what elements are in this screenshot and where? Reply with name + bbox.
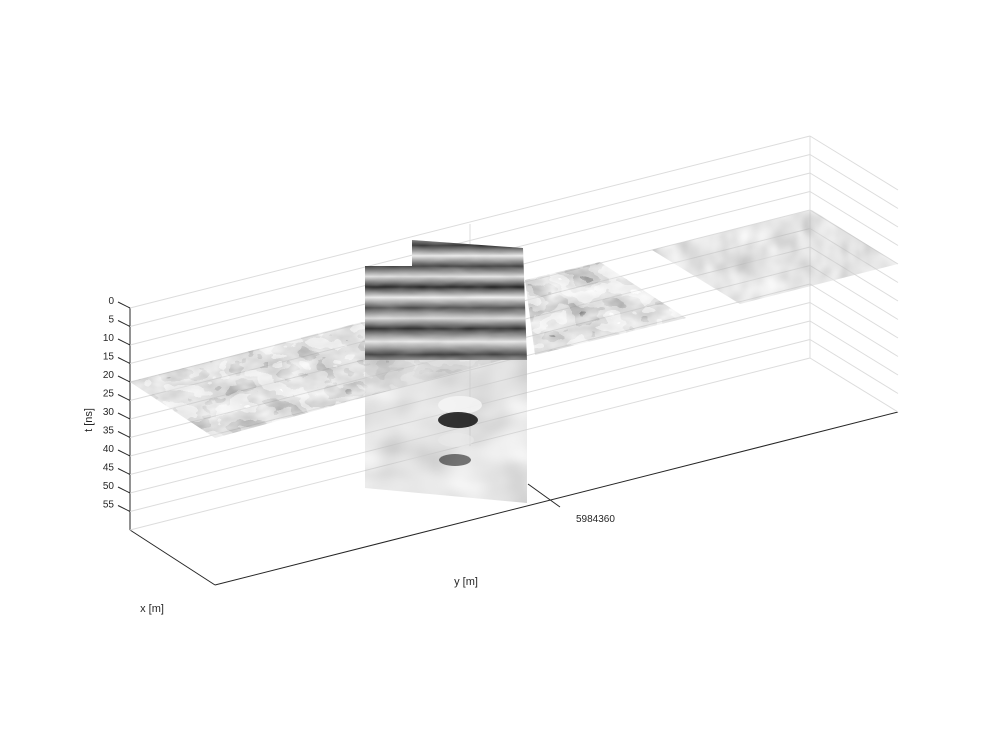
t-axis-ticks: 0 5 10 15 20 25 30 35 40 45 50 55 [103, 296, 131, 512]
z-tick-mark [117, 486, 131, 494]
z-tick-label: 0 [108, 296, 114, 307]
y-tick-mark [527, 483, 561, 508]
y-axis-ticks: 5984360 [527, 483, 615, 525]
z-tick-mark [117, 338, 131, 346]
z-tick-label: 50 [103, 481, 115, 492]
z-tick-mark [117, 431, 131, 438]
z-tick-mark [117, 320, 131, 327]
z-tick-label: 35 [103, 426, 115, 437]
y-axis-line [214, 411, 899, 586]
grid-line-back [129, 135, 811, 309]
y-tick-label: 5984360 [576, 514, 615, 525]
grid-line-side [809, 135, 899, 191]
grid-line-side [809, 339, 899, 394]
z-tick-label: 15 [103, 352, 115, 363]
t-axis-label: t [ns] [83, 408, 95, 432]
z-tick-mark [117, 301, 131, 309]
z-tick-label: 55 [103, 500, 115, 511]
z-tick-label: 20 [103, 370, 115, 381]
z-tick-label: 5 [108, 315, 114, 326]
grid-line-side [809, 283, 899, 339]
radargram-section-upper [365, 240, 527, 360]
time-slice-right [652, 210, 898, 304]
grid-line-side [809, 320, 899, 376]
z-tick-mark [117, 394, 131, 401]
z-tick-label: 25 [103, 389, 115, 400]
z-tick-mark [117, 468, 131, 475]
x-axis-label: x [m] [140, 603, 164, 615]
z-tick-mark [117, 412, 131, 420]
z-tick-label: 10 [103, 333, 115, 344]
time-slice-middle [525, 262, 686, 355]
z-tick-label: 30 [103, 407, 115, 418]
x-axis-line [129, 529, 216, 586]
z-tick-label: 45 [103, 463, 115, 474]
y-axis-label: y [m] [454, 576, 478, 588]
grid-line-side [809, 191, 899, 246]
z-tick-mark [117, 375, 131, 383]
z-tick-mark [117, 449, 131, 457]
grid-line-side [809, 154, 899, 209]
z-tick-mark [117, 357, 131, 364]
grid-line-side [809, 302, 899, 357]
radargram-section-lower [365, 360, 527, 503]
z-tick-label: 40 [103, 444, 115, 455]
grid-line-side [809, 172, 899, 228]
z-tick-mark [117, 505, 131, 512]
grid-line-side [809, 357, 899, 413]
